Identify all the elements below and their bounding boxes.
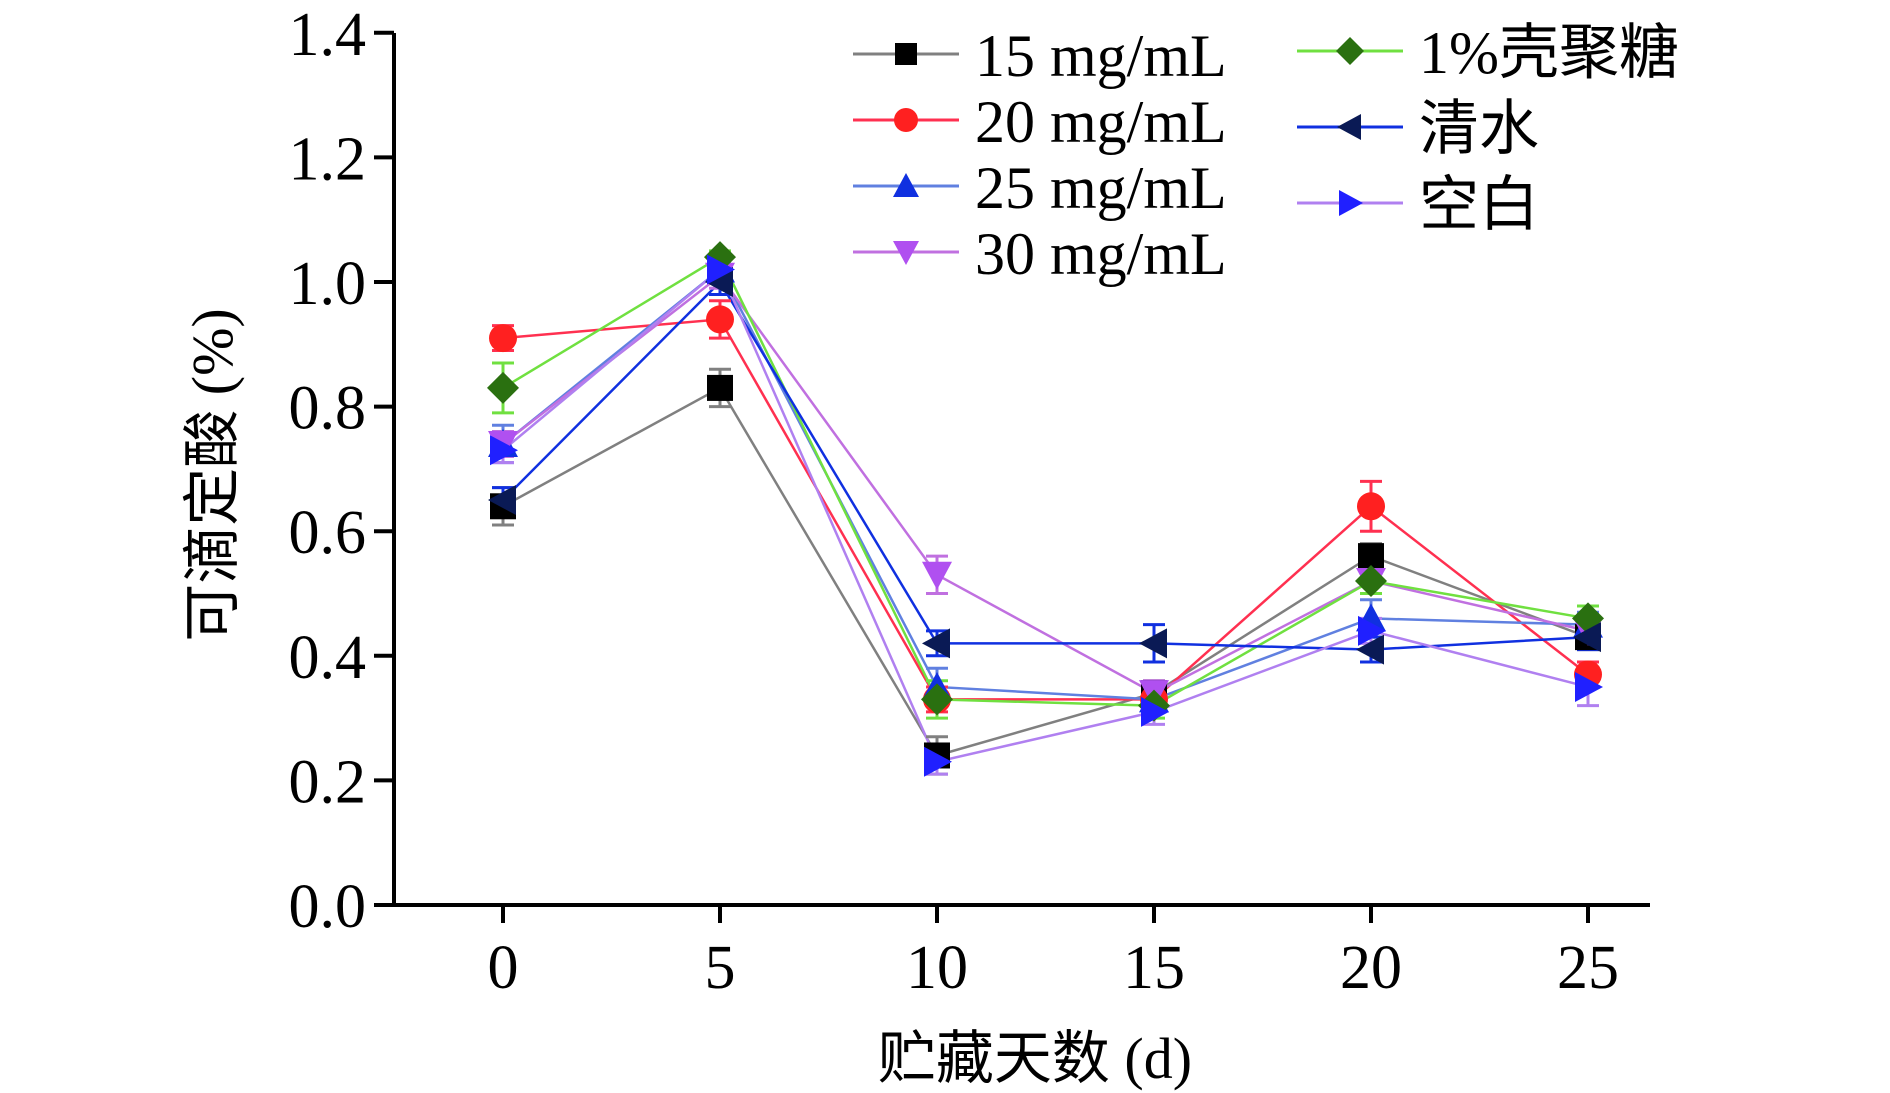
error-bars <box>492 249 1599 776</box>
series-lines <box>502 255 1589 764</box>
y-tick-label: 1.0 <box>289 250 367 318</box>
data-point <box>1575 671 1603 702</box>
data-point <box>922 561 952 590</box>
legend-marker <box>894 108 918 132</box>
data-point <box>1141 696 1169 727</box>
x-axis-title: 贮藏天数 (d) <box>878 1026 1192 1091</box>
legend-item: 清水 <box>1297 96 1539 162</box>
x-ticks: 0 5 10 15 20 25 <box>488 905 1619 1002</box>
series-markers <box>487 241 1604 777</box>
data-point <box>1356 634 1384 665</box>
series-line-5 <box>502 279 1589 651</box>
legend-label: 25 mg/mL <box>975 155 1227 221</box>
legend-marker <box>1337 114 1361 140</box>
legend-label: 20 mg/mL <box>975 89 1227 155</box>
data-point <box>924 746 952 777</box>
data-point <box>1355 565 1387 598</box>
data-point <box>922 628 950 659</box>
legend-label: 30 mg/mL <box>975 221 1227 287</box>
legend-label: 空白 <box>1419 172 1539 238</box>
data-point <box>488 485 516 516</box>
y-tick-label: 0.0 <box>289 873 367 941</box>
legend-marker <box>1339 190 1363 216</box>
data-point <box>1357 492 1385 521</box>
x-tick-label: 5 <box>705 934 736 1002</box>
data-point <box>707 254 735 285</box>
x-tick-label: 15 <box>1123 934 1185 1002</box>
series-line-6 <box>502 267 1589 764</box>
legend-label: 15 mg/mL <box>975 23 1227 89</box>
x-tick-label: 20 <box>1340 934 1402 1002</box>
legend-marker <box>893 241 919 265</box>
y-axis-title: 可滴定酸 (%) <box>180 308 245 641</box>
data-point <box>705 267 733 297</box>
data-point <box>921 683 953 716</box>
legend-item: 15 mg/mL <box>853 23 1227 89</box>
data-point <box>707 374 733 401</box>
legend-label: 清水 <box>1419 96 1539 162</box>
y-tick-label: 0.2 <box>289 748 367 816</box>
legend-item: 空白 <box>1297 172 1539 238</box>
data-point <box>490 435 518 466</box>
y-ticks: 0.0 0.2 0.4 0.6 0.8 1.0 1.2 1.4 <box>289 1 394 941</box>
y-tick-label: 1.2 <box>289 125 367 193</box>
legend-item: 20 mg/mL <box>853 89 1227 155</box>
legend-item: 30 mg/mL <box>853 221 1227 287</box>
series-line-1 <box>502 318 1589 701</box>
x-tick-label: 25 <box>1557 934 1619 1002</box>
series-line-0 <box>502 386 1589 757</box>
axes <box>374 33 1650 907</box>
data-point <box>1358 543 1384 570</box>
data-point <box>489 324 517 353</box>
data-point <box>706 305 734 334</box>
y-tick-label: 0.8 <box>289 375 367 443</box>
legend-item: 25 mg/mL <box>853 155 1227 221</box>
y-tick-label: 0.6 <box>289 499 367 567</box>
data-point <box>487 371 519 404</box>
legend-marker <box>895 43 917 65</box>
y-tick-label: 1.4 <box>289 1 367 69</box>
series-line-4 <box>502 255 1589 707</box>
x-tick-label: 10 <box>906 934 968 1002</box>
y-tick-label: 0.4 <box>289 624 367 692</box>
data-point <box>1358 615 1386 646</box>
data-point <box>1139 628 1167 659</box>
x-tick-label: 0 <box>488 934 519 1002</box>
legend-marker <box>1336 37 1364 65</box>
data-point <box>1573 622 1601 653</box>
legend-label: 1%壳聚糖 <box>1419 20 1679 86</box>
legend-marker <box>893 173 919 197</box>
series-line-3 <box>502 273 1589 695</box>
legend-item: 1%壳聚糖 <box>1297 20 1679 86</box>
